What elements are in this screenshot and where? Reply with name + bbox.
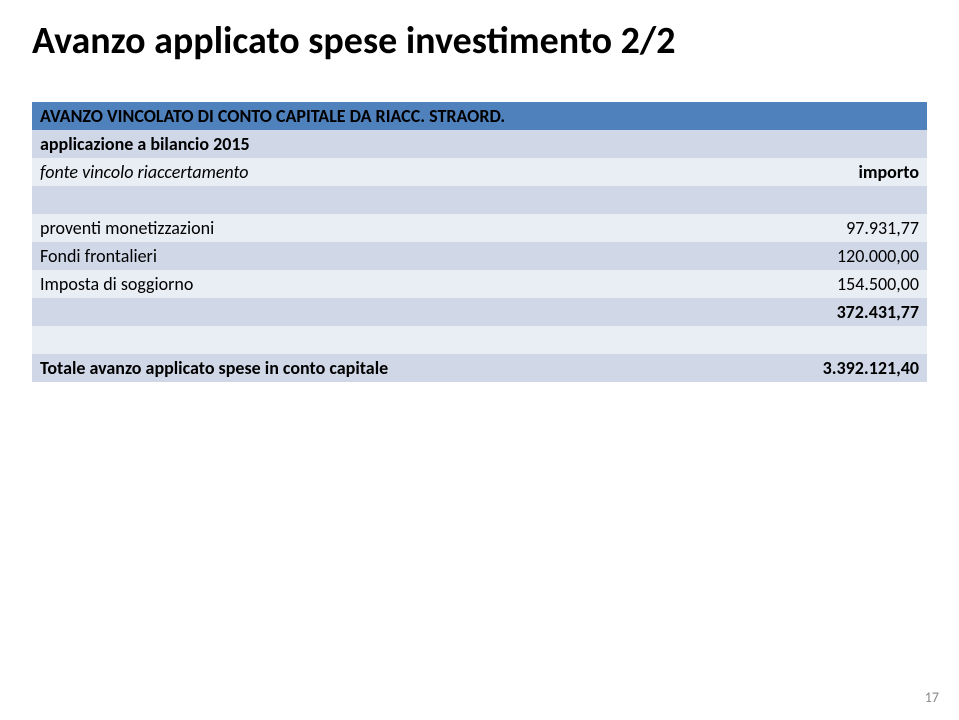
table-row: proventi monetizzazioni 97.931,77 <box>32 214 927 242</box>
cell-label: Totale avanzo applicato spese in conto c… <box>32 354 676 382</box>
cell-label <box>32 186 676 214</box>
cell-value: importo <box>676 158 927 186</box>
cell-value: 154.500,00 <box>676 270 927 298</box>
table-row: 372.431,77 <box>32 298 927 326</box>
cell-label: Imposta di soggiorno <box>32 270 676 298</box>
cell-label: fonte vincolo riaccertamento <box>32 158 676 186</box>
page-title: Avanzo applicato spese investimento 2/2 <box>32 18 927 64</box>
table-row: Fondi frontalieri 120.000,00 <box>32 242 927 270</box>
table-row: Totale avanzo applicato spese in conto c… <box>32 354 927 382</box>
table-row: Imposta di soggiorno 154.500,00 <box>32 270 927 298</box>
table-header-row: AVANZO VINCOLATO DI CONTO CAPITALE DA RI… <box>32 102 927 130</box>
table-row: applicazione a bilancio 2015 <box>32 130 927 158</box>
cell-label <box>32 326 676 354</box>
cell-label <box>32 298 676 326</box>
table-row <box>32 186 927 214</box>
cell-value <box>676 186 927 214</box>
cell-label: Fondi frontalieri <box>32 242 676 270</box>
header-value <box>676 102 927 130</box>
cell-value <box>676 130 927 158</box>
budget-table: AVANZO VINCOLATO DI CONTO CAPITALE DA RI… <box>32 102 927 382</box>
cell-value: 97.931,77 <box>676 214 927 242</box>
header-label: AVANZO VINCOLATO DI CONTO CAPITALE DA RI… <box>32 102 676 130</box>
cell-value <box>676 326 927 354</box>
page-number: 17 <box>925 689 939 706</box>
cell-label: proventi monetizzazioni <box>32 214 676 242</box>
cell-value: 3.392.121,40 <box>676 354 927 382</box>
table-row: fonte vincolo riaccertamento importo <box>32 158 927 186</box>
cell-value: 120.000,00 <box>676 242 927 270</box>
cell-value: 372.431,77 <box>676 298 927 326</box>
table-row <box>32 326 927 354</box>
cell-label: applicazione a bilancio 2015 <box>32 130 676 158</box>
